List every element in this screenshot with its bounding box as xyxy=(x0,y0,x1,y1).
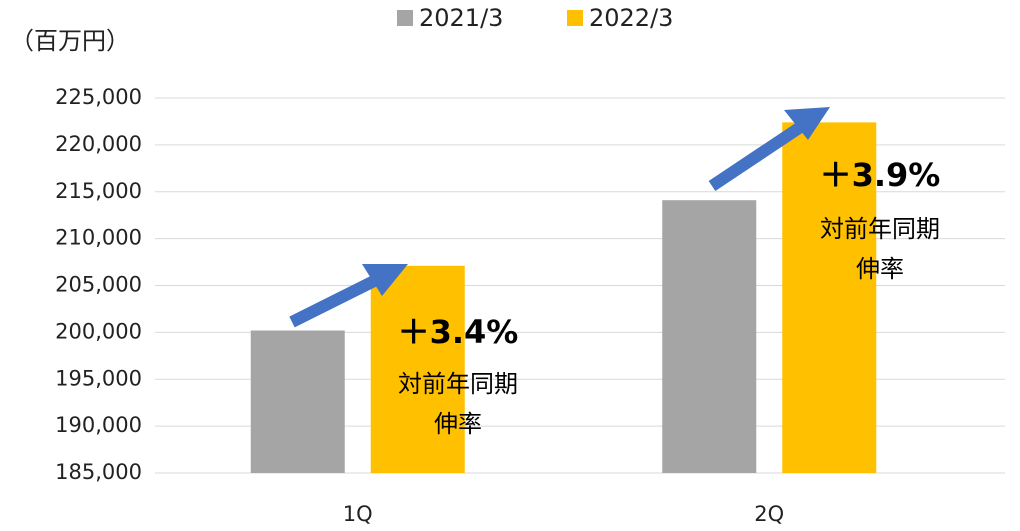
y-tick-label: 225,000 xyxy=(55,85,142,109)
x-tick-label: 1Q xyxy=(343,502,373,526)
bar xyxy=(662,200,757,473)
y-tick-label: 205,000 xyxy=(55,273,142,297)
x-tick-label: 2Q xyxy=(754,502,784,526)
arrow-shaft xyxy=(708,121,806,191)
legend-label: 2021/3 xyxy=(419,4,503,32)
bar xyxy=(250,330,345,473)
y-tick-label: 220,000 xyxy=(55,132,142,156)
annotation: ＋3.9% xyxy=(820,156,941,194)
y-tick-label: 215,000 xyxy=(55,179,142,203)
unit-label: （百万円） xyxy=(10,27,130,55)
annotation: 対前年同期 xyxy=(398,370,518,398)
bar xyxy=(370,265,465,473)
y-tick-label: 185,000 xyxy=(55,460,142,484)
y-tick-label: 190,000 xyxy=(55,413,142,437)
arrow-head xyxy=(362,264,408,296)
legend-swatch xyxy=(397,10,413,26)
annotation: 伸率 xyxy=(856,255,904,283)
legend-swatch xyxy=(567,10,583,26)
plot: 185,000 190,000 195,000 200,000 205,000 210,0… xyxy=(55,4,1005,526)
arrow xyxy=(289,264,408,328)
legend-label: 2022/3 xyxy=(589,4,673,32)
y-tick-label: 210,000 xyxy=(55,226,142,250)
y-tick-label: 195,000 xyxy=(55,366,142,390)
arrow-shaft xyxy=(289,272,383,328)
annotation: 伸率 xyxy=(434,410,482,438)
bar xyxy=(782,122,877,473)
arrow-head xyxy=(784,107,830,140)
annotation: ＋3.4% xyxy=(398,313,519,351)
y-tick-label: 200,000 xyxy=(55,319,142,343)
annotation: 対前年同期 xyxy=(820,215,940,243)
arrow xyxy=(708,107,830,191)
